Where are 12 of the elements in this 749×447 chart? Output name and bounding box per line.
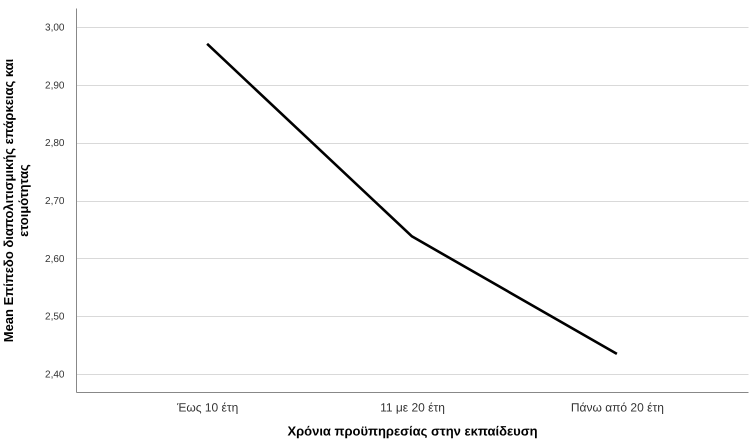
y-tick-label: 2,60 [45, 254, 65, 265]
y-axis-title: Mean Επίπεδο διαπολιτισμικής επάρκειας και ετοιμότητας [1, 58, 32, 342]
y-tick-label: 2,90 [45, 80, 65, 92]
x-tick-label: 11 με 20 έτη [380, 400, 445, 414]
y-tick-label: 2,50 [45, 312, 65, 323]
y-tick-label: 3,00 [45, 22, 65, 34]
x-axis-title: Χρόνια προϋπηρεσίας στην εκπαίδευση [287, 424, 538, 438]
x-tick-label: Πάνω από 20 έτη [570, 400, 664, 414]
y-tick-label: 2,70 [45, 196, 65, 208]
x-tick-label: Έως 10 έτη [176, 400, 238, 414]
y-tick-label: 2,80 [45, 138, 65, 150]
y-tick-label: 2,40 [45, 370, 65, 381]
